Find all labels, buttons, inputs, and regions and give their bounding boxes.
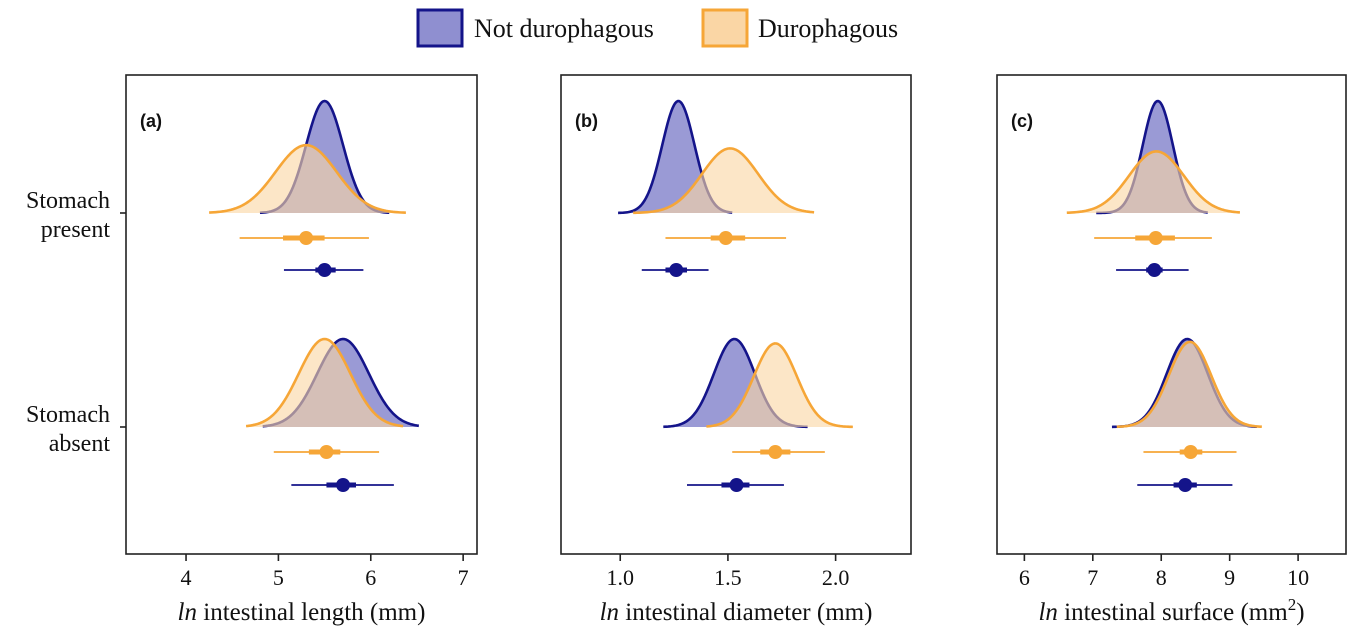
x-tick-label: 5 xyxy=(273,565,284,590)
x-tick-label: 10 xyxy=(1287,565,1309,590)
legend-label-1: Durophagous xyxy=(758,14,898,43)
density-outline-present-duro xyxy=(209,143,406,214)
point-estimate-present-not xyxy=(317,263,332,277)
point-estimate-absent-not xyxy=(729,478,744,492)
panel-c: (c) 6 7 8 9 10 ln intestinal surface (mm2) xyxy=(996,74,1347,626)
x-axis-title-superscript: 2 xyxy=(1288,595,1297,614)
y-category-present-line-1: present xyxy=(41,217,111,243)
x-tick-label: 6 xyxy=(365,565,376,590)
point-estimate-present-not xyxy=(1147,263,1162,277)
x-axis-title-italic: ln xyxy=(600,599,619,626)
x-tick-label: 1.0 xyxy=(606,565,634,590)
density-outline-absent-duro xyxy=(706,342,853,429)
density-outline-present-duro xyxy=(1066,150,1241,215)
density-outline-present-duro xyxy=(633,147,815,215)
y-axis-labels: Stomach present Stomach absent xyxy=(26,188,110,457)
point-estimate-present-duro xyxy=(299,231,314,245)
point-estimate-absent-duro xyxy=(1183,445,1198,459)
legend-swatch-1 xyxy=(701,8,749,48)
density-present-duro xyxy=(633,148,815,213)
x-tick-label: 8 xyxy=(1156,565,1167,590)
x-axis-title-italic: ln xyxy=(178,599,197,626)
panel-label: (a) xyxy=(140,111,162,131)
panel-label: (c) xyxy=(1011,111,1033,131)
density-outline-absent-duro xyxy=(1116,340,1262,429)
y-category-absent-line-1: absent xyxy=(49,431,111,457)
panels: (a) 4 5 6 7 ln intestinal length (mm) (b) 1.0 1.… xyxy=(120,74,1347,626)
density-absent-duro xyxy=(246,339,404,427)
density-present-duro xyxy=(209,145,406,213)
legend-swatch-0 xyxy=(416,8,464,48)
x-tick-label: 4 xyxy=(181,565,192,590)
density-absent-duro xyxy=(1116,341,1262,427)
panel-a: (a) 4 5 6 7 ln intestinal length (mm) xyxy=(120,74,478,626)
x-tick-label: 6 xyxy=(1019,565,1030,590)
point-estimate-absent-not xyxy=(1178,478,1193,492)
x-tick-label: 9 xyxy=(1224,565,1235,590)
x-axis-title: ln intestinal surface (mm2) xyxy=(1038,595,1304,626)
panel-label: (b) xyxy=(575,111,598,131)
density-absent-duro xyxy=(706,343,853,427)
density-absent-not xyxy=(663,339,808,427)
x-axis-title-text: intestinal surface (mm xyxy=(1058,599,1288,626)
point-estimate-present-duro xyxy=(718,231,733,245)
x-tick-label: 7 xyxy=(458,565,469,590)
legend: Not durophagous Durophagous xyxy=(416,8,898,48)
point-estimate-absent-not xyxy=(336,478,351,492)
x-axis-title: ln intestinal diameter (mm) xyxy=(600,599,873,626)
panel-frame xyxy=(125,74,478,555)
y-category-present-line-0: Stomach xyxy=(26,188,110,214)
panel-b: (b) 1.0 1.5 2.0 ln intestinal diameter (mm) xyxy=(560,74,912,626)
x-axis-title-text: intestinal diameter (mm) xyxy=(619,599,872,626)
density-present-duro xyxy=(1066,151,1240,213)
panel-frame xyxy=(996,74,1347,555)
density-outline-absent-duro xyxy=(245,337,404,428)
point-estimate-absent-duro xyxy=(319,445,334,459)
x-axis-title-italic: ln xyxy=(1038,599,1057,626)
x-axis-title: ln intestinal length (mm) xyxy=(178,599,426,626)
x-axis-title-close: ) xyxy=(1296,599,1304,626)
y-category-absent-line-0: Stomach xyxy=(26,402,110,428)
panel-frame xyxy=(560,74,912,555)
x-tick-label: 7 xyxy=(1087,565,1098,590)
x-axis-title-text: intestinal length (mm) xyxy=(197,599,425,626)
point-estimate-present-duro xyxy=(1148,231,1163,245)
x-tick-label: 2.0 xyxy=(822,565,850,590)
point-estimate-absent-duro xyxy=(768,445,783,459)
x-tick-label: 1.5 xyxy=(714,565,742,590)
legend-label-0: Not durophagous xyxy=(474,14,654,43)
point-estimate-present-not xyxy=(669,263,684,277)
